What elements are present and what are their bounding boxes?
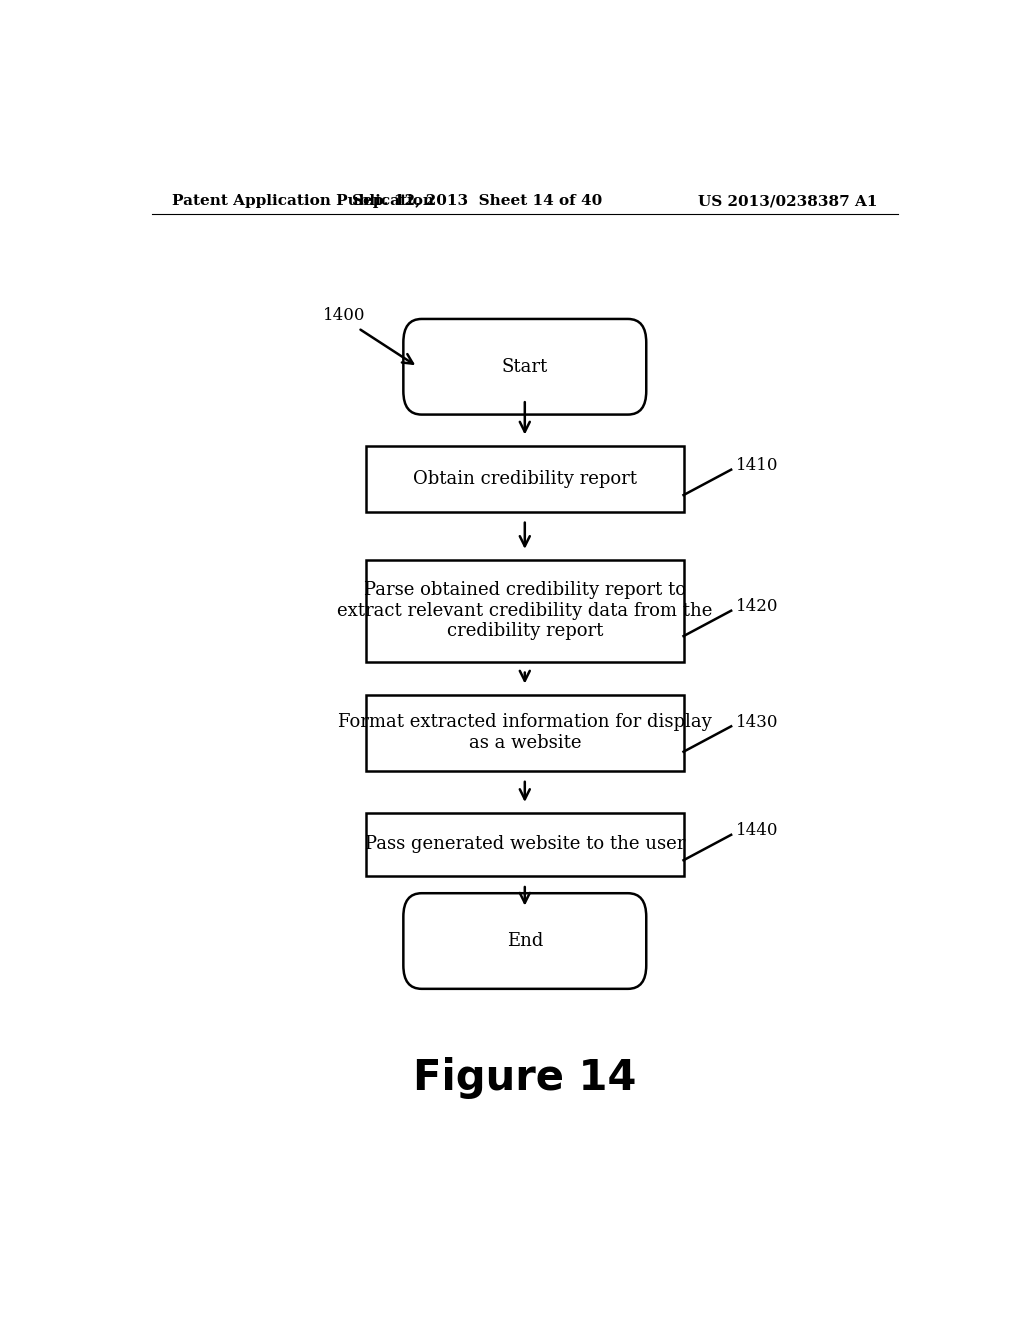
Text: Start: Start: [502, 358, 548, 376]
Bar: [367, 813, 684, 876]
Bar: [367, 694, 684, 771]
Text: Obtain credibility report: Obtain credibility report: [413, 470, 637, 487]
Text: US 2013/0238387 A1: US 2013/0238387 A1: [698, 194, 878, 209]
Text: Format extracted information for display
as a website: Format extracted information for display…: [338, 713, 712, 752]
Text: Parse obtained credibility report to
extract relevant credibility data from the
: Parse obtained credibility report to ext…: [337, 581, 713, 640]
Text: Pass generated website to the user: Pass generated website to the user: [365, 836, 685, 854]
Text: 1420: 1420: [736, 598, 778, 615]
FancyBboxPatch shape: [403, 319, 646, 414]
Text: Sep. 12, 2013  Sheet 14 of 40: Sep. 12, 2013 Sheet 14 of 40: [352, 194, 602, 209]
Text: Figure 14: Figure 14: [413, 1057, 637, 1100]
Bar: [367, 446, 684, 512]
FancyBboxPatch shape: [403, 894, 646, 989]
Text: 1440: 1440: [736, 822, 778, 840]
Text: 1400: 1400: [323, 308, 366, 325]
Bar: [367, 560, 684, 661]
Text: 1410: 1410: [736, 457, 778, 474]
Text: End: End: [507, 932, 543, 950]
Text: 1430: 1430: [736, 714, 778, 731]
Text: Patent Application Publication: Patent Application Publication: [172, 194, 433, 209]
